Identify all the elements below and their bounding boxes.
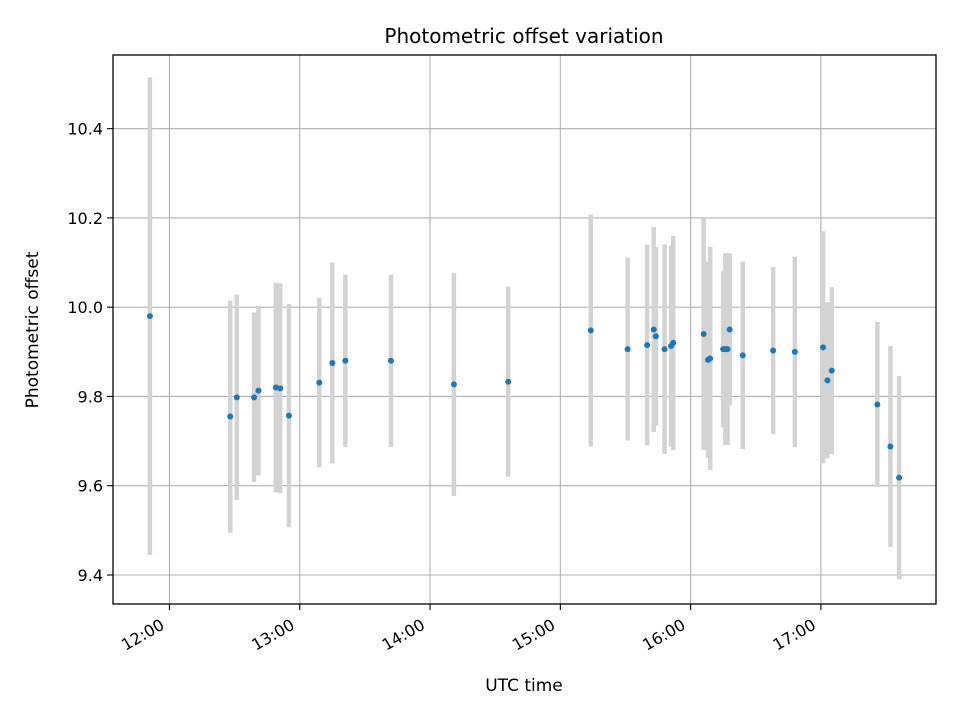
data-point <box>726 326 733 333</box>
x-tick-label: 17:00 <box>769 615 818 655</box>
data-point <box>233 394 240 401</box>
y-axis-label: Photometric offset <box>23 251 43 408</box>
y-tick-label: 10.4 <box>67 120 103 139</box>
x-axis-label: UTC time <box>485 676 563 696</box>
data-point <box>700 330 707 337</box>
data-point <box>450 381 457 388</box>
data-point <box>227 413 234 420</box>
data-point <box>652 333 659 340</box>
data-point <box>724 346 731 353</box>
data-point <box>624 346 631 353</box>
data-point <box>874 401 881 408</box>
data-point <box>707 355 714 362</box>
x-tick-label: 13:00 <box>248 615 297 655</box>
data-point <box>316 379 323 386</box>
x-tick-label: 16:00 <box>639 615 688 655</box>
data-point <box>587 327 594 334</box>
plot-area-frame <box>112 54 937 605</box>
y-tick-label: 9.8 <box>78 387 103 406</box>
data-point <box>255 387 262 394</box>
data-point <box>329 359 336 366</box>
data-point <box>661 346 668 353</box>
data-point <box>644 342 651 349</box>
y-tick-label: 9.4 <box>78 566 103 585</box>
y-axis-ticks: 9.4 9.6 9.8 10.0 10.2 10.4 <box>67 120 113 585</box>
data-point <box>896 474 903 481</box>
data-point <box>285 412 292 419</box>
data-point <box>770 347 777 354</box>
y-tick-label: 10.2 <box>67 209 103 228</box>
y-tick-label: 10.0 <box>67 298 103 317</box>
data-point <box>251 394 258 401</box>
error-bars <box>147 77 902 580</box>
data-point <box>791 348 798 355</box>
chart-title: Photometric offset variation <box>384 24 663 48</box>
data-point <box>820 344 827 351</box>
x-tick-label: 12:00 <box>118 615 167 655</box>
data-point <box>739 352 746 359</box>
y-tick-label: 9.6 <box>78 477 103 496</box>
data-point <box>887 443 894 450</box>
data-point <box>650 326 657 333</box>
data-point <box>146 313 153 320</box>
data-point <box>824 377 831 384</box>
data-points <box>146 313 903 481</box>
data-point <box>505 378 512 385</box>
data-point <box>342 357 349 364</box>
data-point <box>387 357 394 364</box>
data-point <box>277 385 284 392</box>
data-point <box>828 367 835 374</box>
data-point <box>670 339 677 346</box>
x-tick-label: 15:00 <box>509 615 558 655</box>
x-axis-ticks: 12:00 13:00 14:00 15:00 16:00 17:00 <box>118 604 822 655</box>
x-tick-label: 14:00 <box>379 615 428 655</box>
